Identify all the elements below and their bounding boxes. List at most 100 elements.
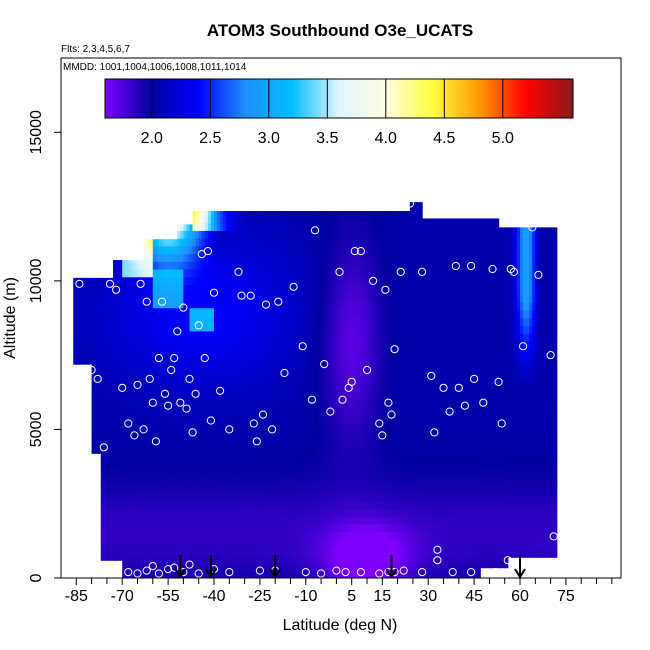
field-cell	[284, 353, 289, 363]
field-cell	[161, 570, 166, 578]
field-cell	[299, 438, 304, 448]
field-cell	[290, 454, 295, 463]
field-cell	[253, 222, 258, 231]
field-cell	[247, 230, 252, 239]
field-cell	[103, 428, 108, 438]
field-cell	[165, 361, 169, 371]
field-cell	[409, 570, 414, 578]
field-cell	[370, 408, 374, 417]
field-cell	[109, 343, 114, 353]
field-cell	[82, 348, 87, 357]
field-cell	[318, 238, 322, 247]
field-cell	[119, 328, 123, 337]
field-cell	[256, 454, 261, 463]
field-cell	[385, 268, 390, 278]
field-cell	[161, 307, 166, 316]
field-cell	[397, 315, 402, 324]
field-cell	[311, 299, 316, 309]
field-cell	[259, 446, 264, 455]
field-cell	[158, 531, 163, 540]
field-cell	[278, 431, 282, 440]
field-cell	[82, 356, 87, 365]
field-cell	[241, 353, 246, 363]
field-cell	[229, 211, 233, 216]
field-cell	[244, 315, 249, 324]
field-cell	[351, 547, 356, 556]
field-cell	[373, 531, 377, 540]
field-cell	[103, 475, 108, 484]
field-cell	[327, 284, 331, 293]
field-cell	[324, 462, 328, 471]
field-cell	[226, 570, 230, 578]
field-cell	[238, 438, 243, 448]
field-cell	[376, 554, 380, 564]
field-cell	[330, 415, 334, 425]
field-cell	[333, 462, 338, 471]
field-cell	[354, 268, 359, 278]
field-cell	[244, 392, 249, 401]
field-cell	[223, 500, 227, 510]
field-cell	[201, 214, 206, 224]
field-cell	[409, 377, 414, 386]
field-cell	[177, 353, 181, 363]
field-cell	[165, 369, 169, 378]
field-cell	[232, 554, 237, 564]
field-cell	[342, 222, 347, 231]
field-cell	[171, 239, 175, 247]
field-cell	[397, 469, 402, 479]
field-cell	[382, 245, 386, 255]
field-cell	[281, 268, 285, 278]
field-cell	[379, 253, 383, 262]
field-cell	[140, 493, 145, 502]
field-cell	[201, 323, 206, 332]
field-cell	[217, 276, 221, 286]
field-cell	[348, 369, 353, 378]
field-cell	[412, 307, 417, 316]
field-cell	[220, 284, 224, 293]
field-cell	[223, 292, 227, 301]
field-cell	[168, 261, 172, 270]
field-cell	[403, 276, 408, 286]
field-cell	[158, 323, 163, 332]
field-cell	[171, 531, 175, 540]
field-cell	[174, 508, 178, 517]
field-cell	[324, 454, 328, 463]
field-cell	[321, 462, 325, 471]
field-cell	[189, 315, 194, 324]
field-cell	[376, 214, 380, 224]
field-cell	[174, 485, 178, 494]
field-cell	[106, 513, 111, 523]
field-cell	[272, 415, 276, 425]
field-cell	[296, 245, 301, 255]
field-cell	[223, 462, 227, 471]
field-cell	[293, 307, 298, 316]
field-cell	[296, 276, 301, 286]
field-cell	[152, 361, 157, 371]
field-cell	[278, 485, 282, 494]
field-cell	[103, 289, 108, 299]
field-cell	[388, 268, 393, 278]
field-cell	[305, 377, 310, 386]
field-cell	[232, 392, 237, 401]
field-cell	[207, 469, 212, 479]
field-cell	[290, 292, 295, 301]
field-cell	[333, 253, 338, 262]
field-cell	[269, 222, 273, 231]
field-cell	[146, 531, 151, 540]
field-cell	[149, 392, 154, 401]
field-cell	[201, 276, 206, 286]
field-cell	[210, 253, 215, 262]
field-cell	[189, 531, 194, 540]
field-cell	[327, 469, 331, 479]
field-cell	[161, 508, 166, 517]
field-cell	[137, 415, 142, 425]
field-cell	[342, 268, 347, 278]
field-cell	[269, 570, 273, 578]
field-cell	[171, 547, 175, 556]
field-cell	[116, 297, 120, 306]
field-cell	[161, 415, 166, 425]
field-cell	[210, 523, 215, 533]
field-cell	[348, 214, 353, 224]
field-cell	[382, 238, 386, 247]
field-cell	[302, 299, 307, 309]
